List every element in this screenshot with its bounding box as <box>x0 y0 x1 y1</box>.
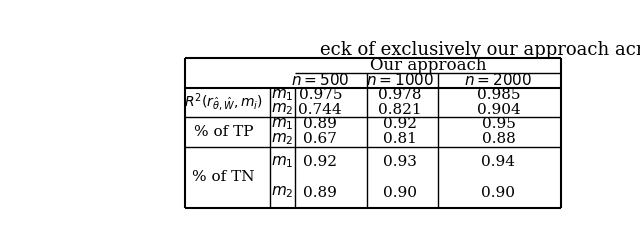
Text: Our approach: Our approach <box>370 57 486 74</box>
Text: % of TP: % of TP <box>194 125 253 139</box>
Text: $m_1$: $m_1$ <box>271 87 294 103</box>
Text: 0.744: 0.744 <box>298 103 342 117</box>
Text: $R^2(r_{\hat{\theta},\hat{W}}, m_i)$: $R^2(r_{\hat{\theta},\hat{W}}, m_i)$ <box>184 92 263 113</box>
Text: 0.81: 0.81 <box>383 132 417 147</box>
Text: $m_2$: $m_2$ <box>271 185 294 200</box>
Text: 0.90: 0.90 <box>481 186 515 200</box>
Text: 0.88: 0.88 <box>482 132 515 147</box>
Text: $m_1$: $m_1$ <box>271 154 294 170</box>
Text: 0.90: 0.90 <box>383 186 417 200</box>
Text: $m_2$: $m_2$ <box>271 132 294 147</box>
Text: 0.985: 0.985 <box>477 88 520 102</box>
Text: 0.89: 0.89 <box>303 186 337 200</box>
Text: $n = 500$: $n = 500$ <box>291 72 349 88</box>
Text: 0.975: 0.975 <box>298 88 342 102</box>
Text: $n = 1000$: $n = 1000$ <box>366 72 434 88</box>
Text: 0.93: 0.93 <box>383 155 417 169</box>
Text: $m_1$: $m_1$ <box>271 117 294 132</box>
Text: 0.978: 0.978 <box>378 88 422 102</box>
Text: 0.95: 0.95 <box>481 117 515 131</box>
Text: 0.94: 0.94 <box>481 155 515 169</box>
Text: eck of exclusively our approach across three additional metrics an: eck of exclusively our approach across t… <box>320 41 640 59</box>
Text: 0.89: 0.89 <box>303 117 337 131</box>
Text: 0.821: 0.821 <box>378 103 422 117</box>
Text: 0.92: 0.92 <box>383 117 417 131</box>
Text: 0.67: 0.67 <box>303 132 337 147</box>
Text: 0.904: 0.904 <box>477 103 520 117</box>
Text: 0.92: 0.92 <box>303 155 337 169</box>
Text: $m_2$: $m_2$ <box>271 102 294 117</box>
Text: $n = 2000$: $n = 2000$ <box>465 72 532 88</box>
Text: % of TN: % of TN <box>192 170 255 184</box>
